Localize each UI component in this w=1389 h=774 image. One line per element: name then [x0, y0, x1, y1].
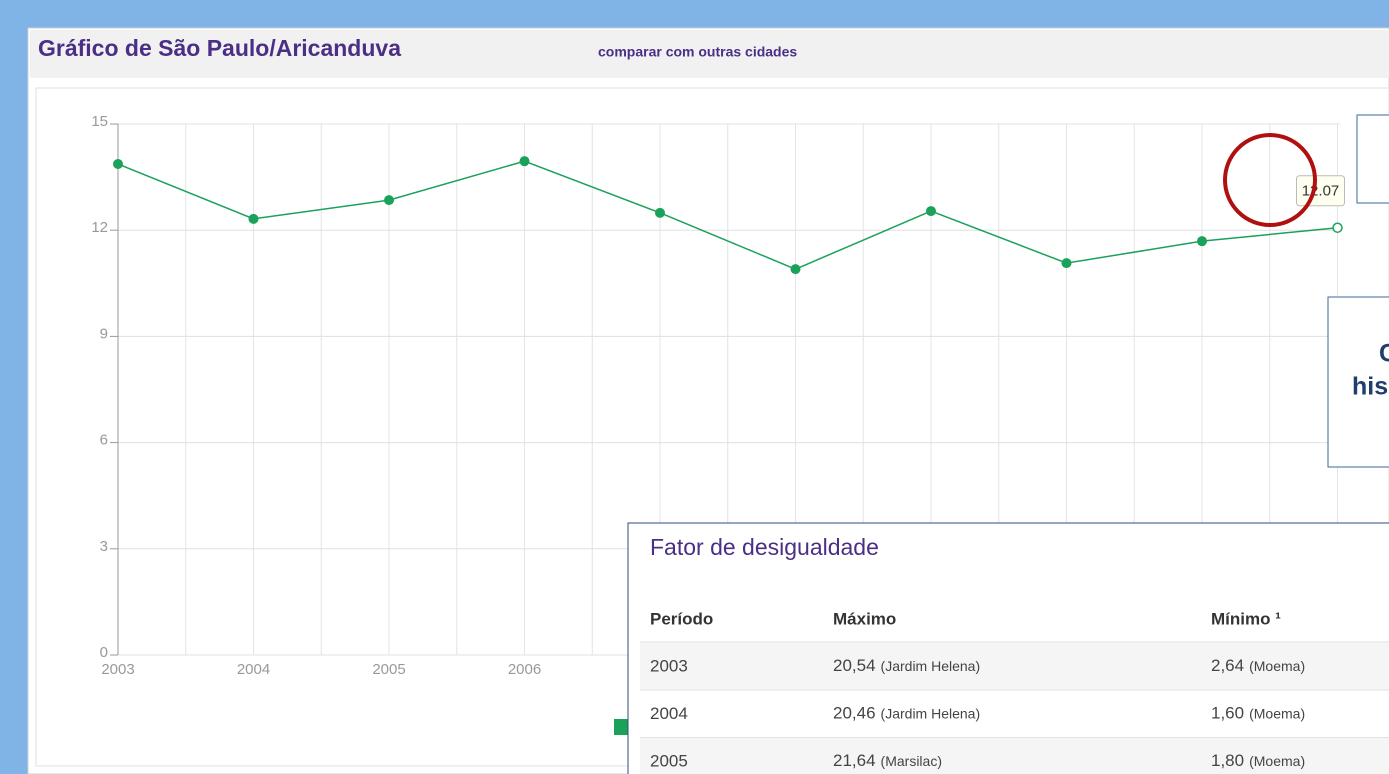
data-point [248, 213, 259, 224]
y-tick-label: 0 [100, 644, 108, 661]
table-title: Fator de desigualdade [650, 534, 879, 560]
data-point [1332, 222, 1343, 233]
data-point [1197, 236, 1207, 247]
callout-box [1327, 296, 1389, 468]
cell: 20,46 (Jardim Helena) [833, 704, 980, 723]
cell-value: 1,80 [1211, 751, 1244, 770]
cell-place: (Moema) [1249, 705, 1305, 721]
tooltip-text: 12.07 [1302, 183, 1340, 200]
y-tick-label: 9 [100, 325, 108, 342]
y-tick-label: 3 [100, 538, 108, 555]
cell: 1,60 (Moema) [1211, 704, 1305, 723]
data-point [926, 206, 936, 217]
chart-title: Gráfico de São Paulo/Aricanduva [38, 35, 401, 61]
row-bg [640, 738, 1389, 774]
x-tick-label: 2004 [237, 661, 270, 678]
cell-place: (Moema) [1249, 658, 1305, 674]
data-point [384, 195, 394, 206]
data-point [1061, 258, 1072, 269]
column-header: Período [650, 609, 713, 628]
callout-text: C [1379, 340, 1389, 368]
x-tick-label: 2003 [101, 661, 134, 678]
row-bg [640, 643, 1389, 690]
callout-text: his [1352, 373, 1388, 401]
column-header: Máximo [833, 609, 896, 628]
data-point [519, 156, 530, 167]
y-tick-label: 6 [100, 432, 108, 449]
x-tick-label: 2005 [372, 661, 405, 678]
column-header: Mínimo ¹ [1211, 609, 1281, 628]
table-panel: Fator de desigualdade Período Máximo Mínim… [627, 522, 1389, 774]
y-tick-label: 12 [91, 219, 108, 236]
callout-box [1356, 114, 1389, 204]
cell: 2,64 (Moema) [1211, 656, 1305, 675]
cell-place: (Marsilac) [881, 753, 942, 769]
x-tick-label: 2006 [508, 661, 541, 678]
cell-value: 1,60 [1211, 704, 1244, 723]
cell: 1,80 (Moema) [1211, 751, 1305, 770]
cell: 2005 [650, 751, 688, 770]
cell: 20,54 (Jardim Helena) [833, 656, 980, 675]
line-series [117, 160, 1338, 270]
cell-value: 20,46 [833, 704, 876, 723]
cell-value: 20,54 [833, 656, 876, 675]
cell: 2003 [650, 656, 688, 675]
cell-place: (Moema) [1249, 753, 1305, 769]
data-point [790, 264, 801, 275]
cell-place: (Jardim Helena) [881, 705, 981, 721]
tooltip-box [1296, 175, 1345, 207]
cell-place: (Jardim Helena) [881, 658, 981, 674]
compare-link[interactable]: comparar com outras cidades [598, 44, 797, 60]
cell-value: 21,64 [833, 751, 876, 770]
cell: 2004 [650, 704, 688, 723]
header-bar [30, 30, 1389, 78]
data-point [113, 159, 123, 170]
data-point [655, 207, 665, 218]
highlight-circle [1223, 133, 1317, 227]
y-tick-label: 15 [91, 113, 108, 130]
legend-swatch [614, 719, 630, 735]
cell: 21,64 (Marsilac) [833, 751, 942, 770]
cell-value: 2,64 [1211, 656, 1244, 675]
